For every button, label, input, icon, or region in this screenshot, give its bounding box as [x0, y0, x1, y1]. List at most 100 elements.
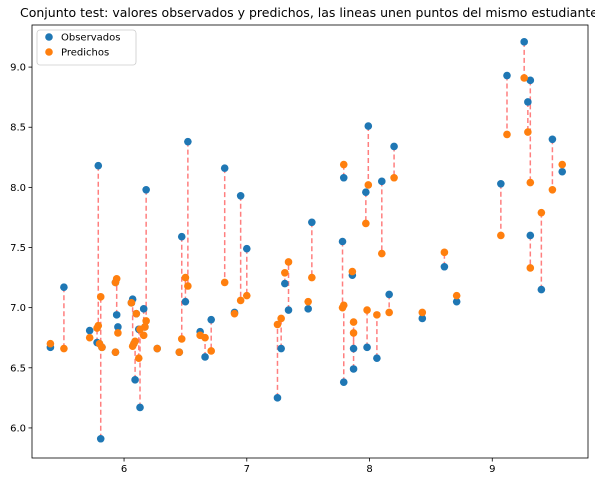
observed-point: [131, 376, 139, 384]
y-axis: 6.0 6.5 7.0 7.5 8.0 8.5 9.0: [10, 63, 32, 434]
predicted-point: [139, 331, 148, 340]
predicted-point: [85, 333, 94, 342]
predicted-point: [207, 347, 215, 355]
predicted-point: [348, 267, 357, 276]
predicted-point: [378, 249, 386, 258]
predicted-point: [46, 339, 55, 348]
observed-point: [524, 98, 532, 106]
observed-point: [60, 283, 68, 292]
legend-marker-predichos: [45, 48, 53, 56]
y-tick-label: 8.5: [10, 123, 26, 134]
observed-point: [339, 378, 348, 387]
observed-point: [284, 306, 293, 314]
predicted-point: [520, 74, 528, 82]
predicted-point: [418, 308, 427, 317]
predicted-point: [373, 311, 381, 319]
predicted-point: [440, 248, 449, 257]
observed-point: [520, 38, 528, 46]
predicted-points: [46, 74, 567, 362]
plot-frame: [31, 24, 589, 459]
observed-point: [548, 135, 557, 144]
predicted-point: [132, 309, 141, 318]
predicted-point: [503, 130, 511, 139]
predicted-point: [134, 354, 143, 362]
predicted-point: [181, 273, 190, 282]
observed-point: [184, 137, 192, 146]
observed-point: [537, 285, 546, 294]
predicted-point: [364, 181, 373, 189]
predicted-point: [526, 178, 535, 187]
predicted-point: [114, 329, 122, 337]
y-tick-label: 8.0: [10, 183, 26, 194]
predicted-point: [112, 274, 121, 283]
observed-point: [273, 394, 282, 402]
observed-point: [139, 305, 148, 313]
observed-point: [385, 290, 393, 299]
predicted-point: [548, 185, 557, 194]
observed-point: [378, 177, 386, 186]
predicted-point: [111, 348, 120, 356]
observed-point: [452, 297, 461, 306]
y-tick-label: 9.0: [10, 63, 26, 74]
predicted-point: [304, 297, 312, 306]
observed-point: [558, 167, 567, 176]
observed-point: [440, 262, 449, 271]
predicted-point: [177, 335, 186, 343]
observed-point: [362, 188, 370, 196]
legend-label-observados: Observados: [61, 33, 120, 44]
predicted-point: [94, 321, 103, 330]
observed-point: [308, 218, 316, 227]
predicted-point: [385, 308, 393, 317]
observed-point: [236, 191, 245, 200]
predicted-point: [349, 318, 358, 326]
legend-box: [36, 29, 137, 66]
predicted-point: [526, 264, 535, 272]
observed-point: [142, 185, 150, 194]
predicted-point: [524, 128, 532, 136]
observed-point: [112, 311, 121, 319]
y-tick-label: 6.5: [10, 363, 26, 374]
observed-point: [242, 244, 251, 253]
observed-point: [96, 434, 105, 443]
predicted-point: [452, 291, 461, 300]
predicted-point: [175, 348, 184, 356]
observed-point: [363, 343, 371, 352]
predicted-point: [281, 268, 289, 277]
predicted-point: [339, 301, 348, 310]
observed-point: [390, 142, 398, 151]
y-tick-label: 7.5: [10, 243, 26, 254]
observed-point: [177, 232, 186, 241]
observed-point: [201, 353, 209, 361]
predicted-point: [60, 344, 68, 353]
x-tick-label: 7: [244, 464, 250, 475]
predicted-point: [131, 337, 139, 346]
x-axis: 6 7 8 9: [121, 458, 495, 475]
predicted-point: [363, 306, 371, 314]
predicted-point: [390, 173, 398, 182]
observed-point: [114, 323, 122, 331]
predicted-point: [273, 320, 282, 329]
y-tick-label: 6.0: [10, 423, 26, 434]
predicted-point: [242, 291, 251, 300]
legend: Observados Predichos: [36, 29, 137, 66]
predicted-point: [277, 314, 285, 323]
observed-point: [503, 71, 511, 80]
observed-point: [277, 344, 285, 353]
x-tick-label: 6: [121, 464, 127, 475]
predicted-point: [339, 160, 348, 169]
observed-point: [497, 179, 505, 188]
predicted-point: [201, 333, 209, 342]
observed-point: [207, 315, 215, 324]
predicted-point: [349, 329, 358, 337]
observed-point: [364, 122, 373, 130]
x-tick-label: 9: [489, 464, 495, 475]
observed-point: [181, 297, 190, 306]
predicted-point: [230, 309, 239, 318]
predicted-point: [141, 323, 149, 331]
legend-label-predichos: Predichos: [61, 48, 109, 59]
observed-point: [94, 161, 103, 170]
observed-point: [281, 279, 289, 288]
observed-point: [526, 231, 535, 240]
observed-point: [418, 314, 427, 323]
